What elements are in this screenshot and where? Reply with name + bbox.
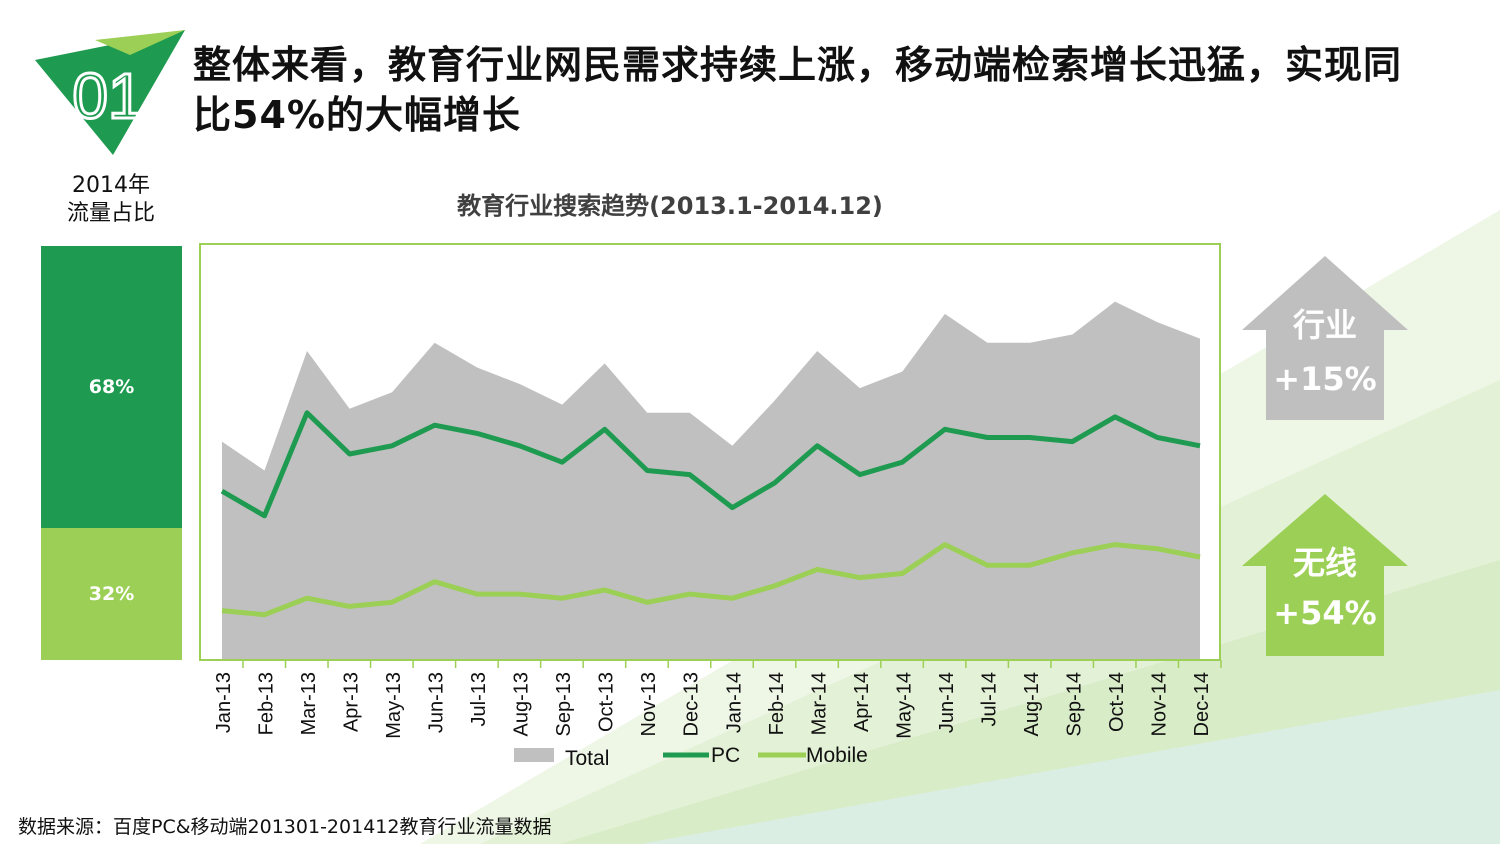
badge-number: 01 <box>72 60 143 132</box>
legend-total-label: Total <box>565 747 609 770</box>
x-tick-label: Jan-13 <box>213 672 235 733</box>
series-total-area <box>222 301 1200 660</box>
industry-growth-arrow: 行业 +15% <box>1242 256 1408 420</box>
x-tick-label: Jul-14 <box>978 672 1000 726</box>
x-tick-label: May-13 <box>383 672 405 739</box>
series-mobile-line <box>221 542 1201 618</box>
legend-pc-label: PC <box>711 744 740 767</box>
up-arrow-icon <box>1242 256 1408 420</box>
industry-growth-value: +15% <box>1273 360 1377 398</box>
x-tick-label: Aug-14 <box>1021 672 1043 737</box>
series-pc-line <box>220 410 1201 519</box>
pc-share-segment: 68% <box>41 246 182 528</box>
x-tick-label: Feb-14 <box>766 672 788 735</box>
mobile-share-label: 32% <box>88 583 135 605</box>
x-tick-label: Nov-13 <box>638 672 660 736</box>
x-tick-label: Dec-13 <box>681 672 703 736</box>
legend-total-swatch <box>514 748 554 762</box>
legend-mobile-label: Mobile <box>806 744 868 767</box>
wireless-growth-value: +54% <box>1273 594 1377 632</box>
x-tick-label: Apr-13 <box>341 672 363 732</box>
x-tick-label: Apr-14 <box>851 672 873 732</box>
wireless-growth-arrow: 无线 +54% <box>1242 494 1408 658</box>
x-tick-label: Jun-13 <box>426 672 448 733</box>
x-tick-label: Jan-14 <box>723 672 745 733</box>
wireless-label: 无线 <box>1292 544 1357 582</box>
industry-label: 行业 <box>1292 306 1357 344</box>
x-tick-label: Mar-13 <box>298 672 320 735</box>
chart-title: 教育行业搜索趋势(2013.1-2014.12) <box>457 192 883 220</box>
x-tick-label: Dec-14 <box>1191 672 1213 736</box>
x-tick-label: Aug-13 <box>511 672 533 737</box>
x-tick-label: Mar-14 <box>808 672 830 735</box>
x-tick-label: Oct-13 <box>596 672 618 732</box>
pc-share-label: 68% <box>88 376 135 398</box>
section-number-badge: 01 <box>35 30 185 155</box>
x-tick-label: Nov-14 <box>1148 672 1170 736</box>
traffic-share-bar: 68% 32% <box>41 246 182 660</box>
x-tick-label: Oct-14 <box>1106 672 1128 732</box>
x-tick-label: Sep-13 <box>553 672 575 737</box>
x-tick-label: Jul-13 <box>468 672 490 726</box>
x-tick-label: Sep-14 <box>1063 672 1085 737</box>
up-arrow-icon <box>1242 494 1408 656</box>
x-tick-label: May-14 <box>893 672 915 739</box>
data-source-note: 数据来源：百度PC&移动端201301-201412教育行业流量数据 <box>18 816 552 838</box>
share-title: 2014年 流量占比 <box>66 173 155 226</box>
page-headline: 整体来看，教育行业网民需求持续上涨，移动端检索增长迅猛，实现同比54%的大幅增长 <box>193 43 1403 137</box>
x-tick-label: Feb-13 <box>256 672 278 735</box>
x-tick-label: Jun-14 <box>936 672 958 733</box>
mobile-share-segment: 32% <box>41 528 182 660</box>
